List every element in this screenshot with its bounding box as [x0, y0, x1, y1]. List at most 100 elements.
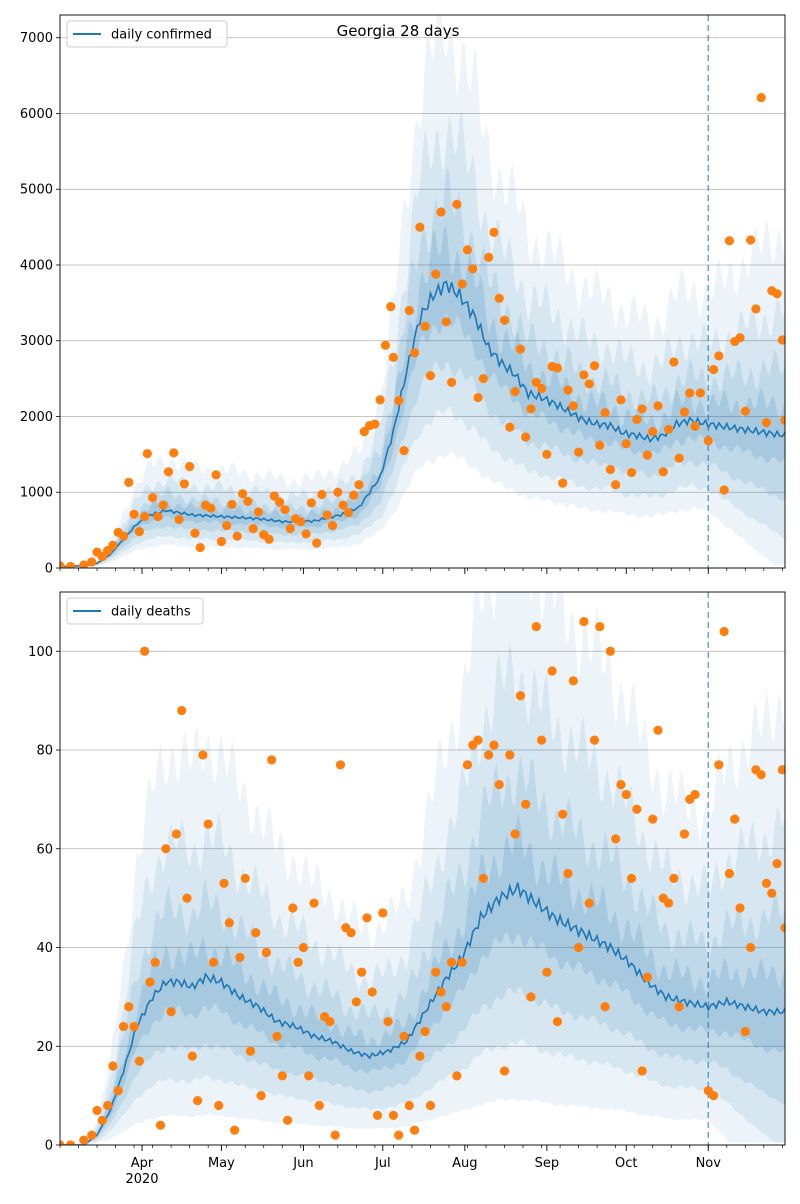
data-point [632, 414, 642, 425]
axes-frame [59, 591, 786, 1146]
data-point [354, 480, 364, 490]
data-point [777, 765, 785, 775]
data-point [611, 834, 621, 844]
data-point [542, 967, 552, 977]
data-point [505, 750, 515, 760]
data-point [542, 449, 552, 459]
data-point [338, 500, 348, 510]
data-point [600, 408, 610, 418]
data-point [563, 385, 573, 395]
data-point [579, 370, 589, 380]
data-point [674, 1002, 684, 1012]
legend-box [66, 597, 204, 625]
y-tick-label: 6000 [20, 107, 53, 122]
data-point [468, 264, 478, 274]
data-point [343, 508, 354, 518]
data-point [325, 1016, 335, 1027]
data-point [558, 478, 568, 488]
data-point [280, 505, 290, 515]
data-point [611, 480, 621, 490]
data-point [118, 1021, 129, 1032]
data-point [388, 352, 398, 363]
data-point [214, 1100, 224, 1111]
panel-confirmed: 0 1000 2000 3000 4000 5000 6000 7000 daily confi… [20, 14, 786, 577]
uncertainty-band [60, 15, 785, 568]
data-point [473, 392, 483, 403]
uncertainty-band [60, 224, 785, 567]
data-point [674, 453, 684, 463]
data-point [166, 1007, 176, 1017]
data-point [589, 361, 600, 371]
data-point [536, 383, 547, 394]
y-tick-label: 20 [36, 1040, 53, 1055]
data-point [425, 370, 436, 381]
data-point [383, 1016, 393, 1027]
data-point [703, 436, 713, 446]
plot-area [60, 15, 785, 568]
data-point [735, 333, 745, 343]
data-point [431, 269, 441, 279]
y-tick-label: 60 [36, 842, 53, 857]
data-point [558, 809, 568, 819]
data-point [79, 1135, 89, 1145]
data-point [425, 1100, 436, 1111]
data-point [264, 534, 274, 544]
data-point [431, 967, 441, 977]
data-point [494, 779, 504, 790]
data-point [312, 538, 322, 548]
y-tick-label: 0 [45, 562, 53, 577]
data-point [521, 432, 531, 442]
x-tick-label: Sep [535, 1156, 560, 1171]
data-point [473, 735, 483, 745]
data-point [179, 479, 189, 489]
data-point [124, 1002, 134, 1012]
data-point [378, 908, 388, 918]
data-point [301, 529, 311, 539]
data-point [346, 928, 356, 938]
data-point [536, 735, 547, 745]
data-point [380, 340, 391, 350]
data-point [256, 1091, 266, 1101]
data-point [404, 1100, 414, 1111]
median-line [60, 280, 785, 568]
data-point [441, 1002, 451, 1012]
data-point [208, 957, 219, 967]
data-point [243, 496, 253, 506]
data-point [150, 957, 160, 967]
data-point [719, 626, 729, 637]
data-point [685, 388, 695, 398]
data-point [669, 873, 679, 883]
data-point [140, 646, 150, 656]
data-point [269, 491, 279, 501]
x-tick-label: Nov [696, 1156, 722, 1171]
data-point [740, 406, 750, 416]
data-point [436, 207, 446, 217]
data-point [761, 417, 772, 428]
data-point [436, 987, 446, 997]
data-point [462, 245, 473, 255]
data-point [87, 1130, 97, 1140]
data-point [589, 735, 600, 745]
y-tick-label: 1000 [20, 486, 53, 501]
x-tick-label: May [208, 1156, 235, 1171]
data-point [153, 511, 163, 522]
data-point [386, 302, 396, 312]
data-point [330, 1130, 340, 1140]
data-point [505, 422, 515, 432]
data-point [103, 1100, 113, 1111]
data-point [372, 1110, 383, 1120]
data-point [462, 760, 473, 770]
data-point [140, 511, 150, 522]
data-point [65, 561, 76, 568]
data-point [163, 467, 174, 477]
data-point [314, 1100, 324, 1111]
x-tick-label: Apr [131, 1156, 154, 1171]
data-point [203, 819, 213, 829]
data-point [375, 395, 385, 405]
data-point [227, 499, 237, 509]
x-tick-label: Jun [292, 1156, 313, 1171]
data-point [772, 289, 782, 299]
data-point [568, 676, 578, 686]
data-point [298, 942, 309, 953]
data-point [404, 305, 414, 316]
